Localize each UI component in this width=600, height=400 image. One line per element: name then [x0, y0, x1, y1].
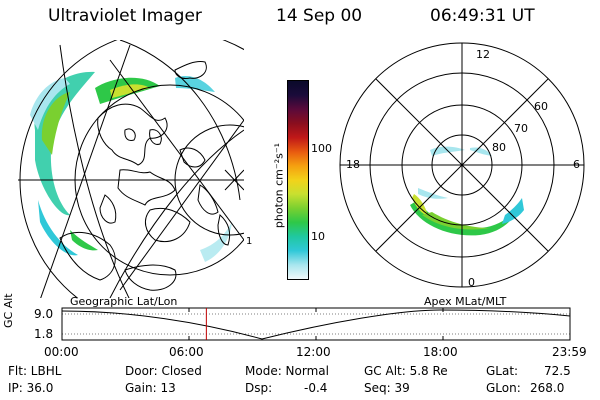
auroral-emission-left: [30, 71, 232, 262]
mlat-label-70: 70: [514, 122, 528, 135]
gc-alt-info: GC Alt: 5.8 Re: [364, 364, 448, 378]
glon-value: 268.0: [530, 381, 565, 395]
door-info: Door: Closed: [125, 364, 202, 378]
mlat-label-80: 80: [492, 141, 506, 154]
glat-value: 72.5: [544, 364, 571, 378]
ip-info: IP: 36.0: [8, 381, 54, 395]
mode-info: Mode: Normal: [245, 364, 329, 378]
altitude-curve: [61, 309, 571, 340]
orbit-ymax: 9.0: [34, 307, 54, 321]
mlt-label-18: 18: [346, 158, 360, 171]
apex-label: Apex MLat/MLT: [424, 295, 507, 308]
mlt-label-6: 6: [573, 158, 580, 171]
orbit-ylabel: GC Alt: [2, 293, 15, 328]
mlat-label-60: 60: [534, 100, 548, 113]
geographic-label: Geographic Lat/Lon: [70, 295, 178, 308]
seq-info: Seq: 39: [364, 381, 410, 395]
filter-info: Flt: LBHL: [8, 364, 62, 378]
date-label: 14 Sep 00: [276, 6, 363, 26]
orbit-ymin: 1.8: [34, 327, 54, 341]
dsp-label: Dsp:: [245, 381, 273, 395]
x-tick-label: 06:00: [169, 345, 204, 359]
colorbar-tick-100: 100: [311, 142, 332, 155]
x-tick-label: 23:59: [552, 345, 587, 359]
dsp-value: -0.4: [304, 381, 328, 395]
mlt-label-12: 12: [476, 48, 490, 61]
glon-label: GLon:: [486, 381, 521, 395]
x-tick-label: 00:00: [44, 345, 79, 359]
instrument-title: Ultraviolet Imager: [48, 6, 202, 26]
left-panel-outer-label: 1: [246, 236, 252, 247]
colorbar-tick-10: 10: [311, 230, 325, 243]
glat-label: GLat:: [486, 364, 519, 378]
x-tick-label: 18:00: [423, 345, 458, 359]
mlt-label-0: 0: [468, 276, 475, 289]
colorbar: [287, 80, 309, 280]
auroral-emission-right: [410, 146, 524, 236]
gain-info: Gain: 13: [125, 381, 176, 395]
time-label: 06:49:31 UT: [430, 6, 535, 26]
x-tick-label: 12:00: [296, 345, 331, 359]
